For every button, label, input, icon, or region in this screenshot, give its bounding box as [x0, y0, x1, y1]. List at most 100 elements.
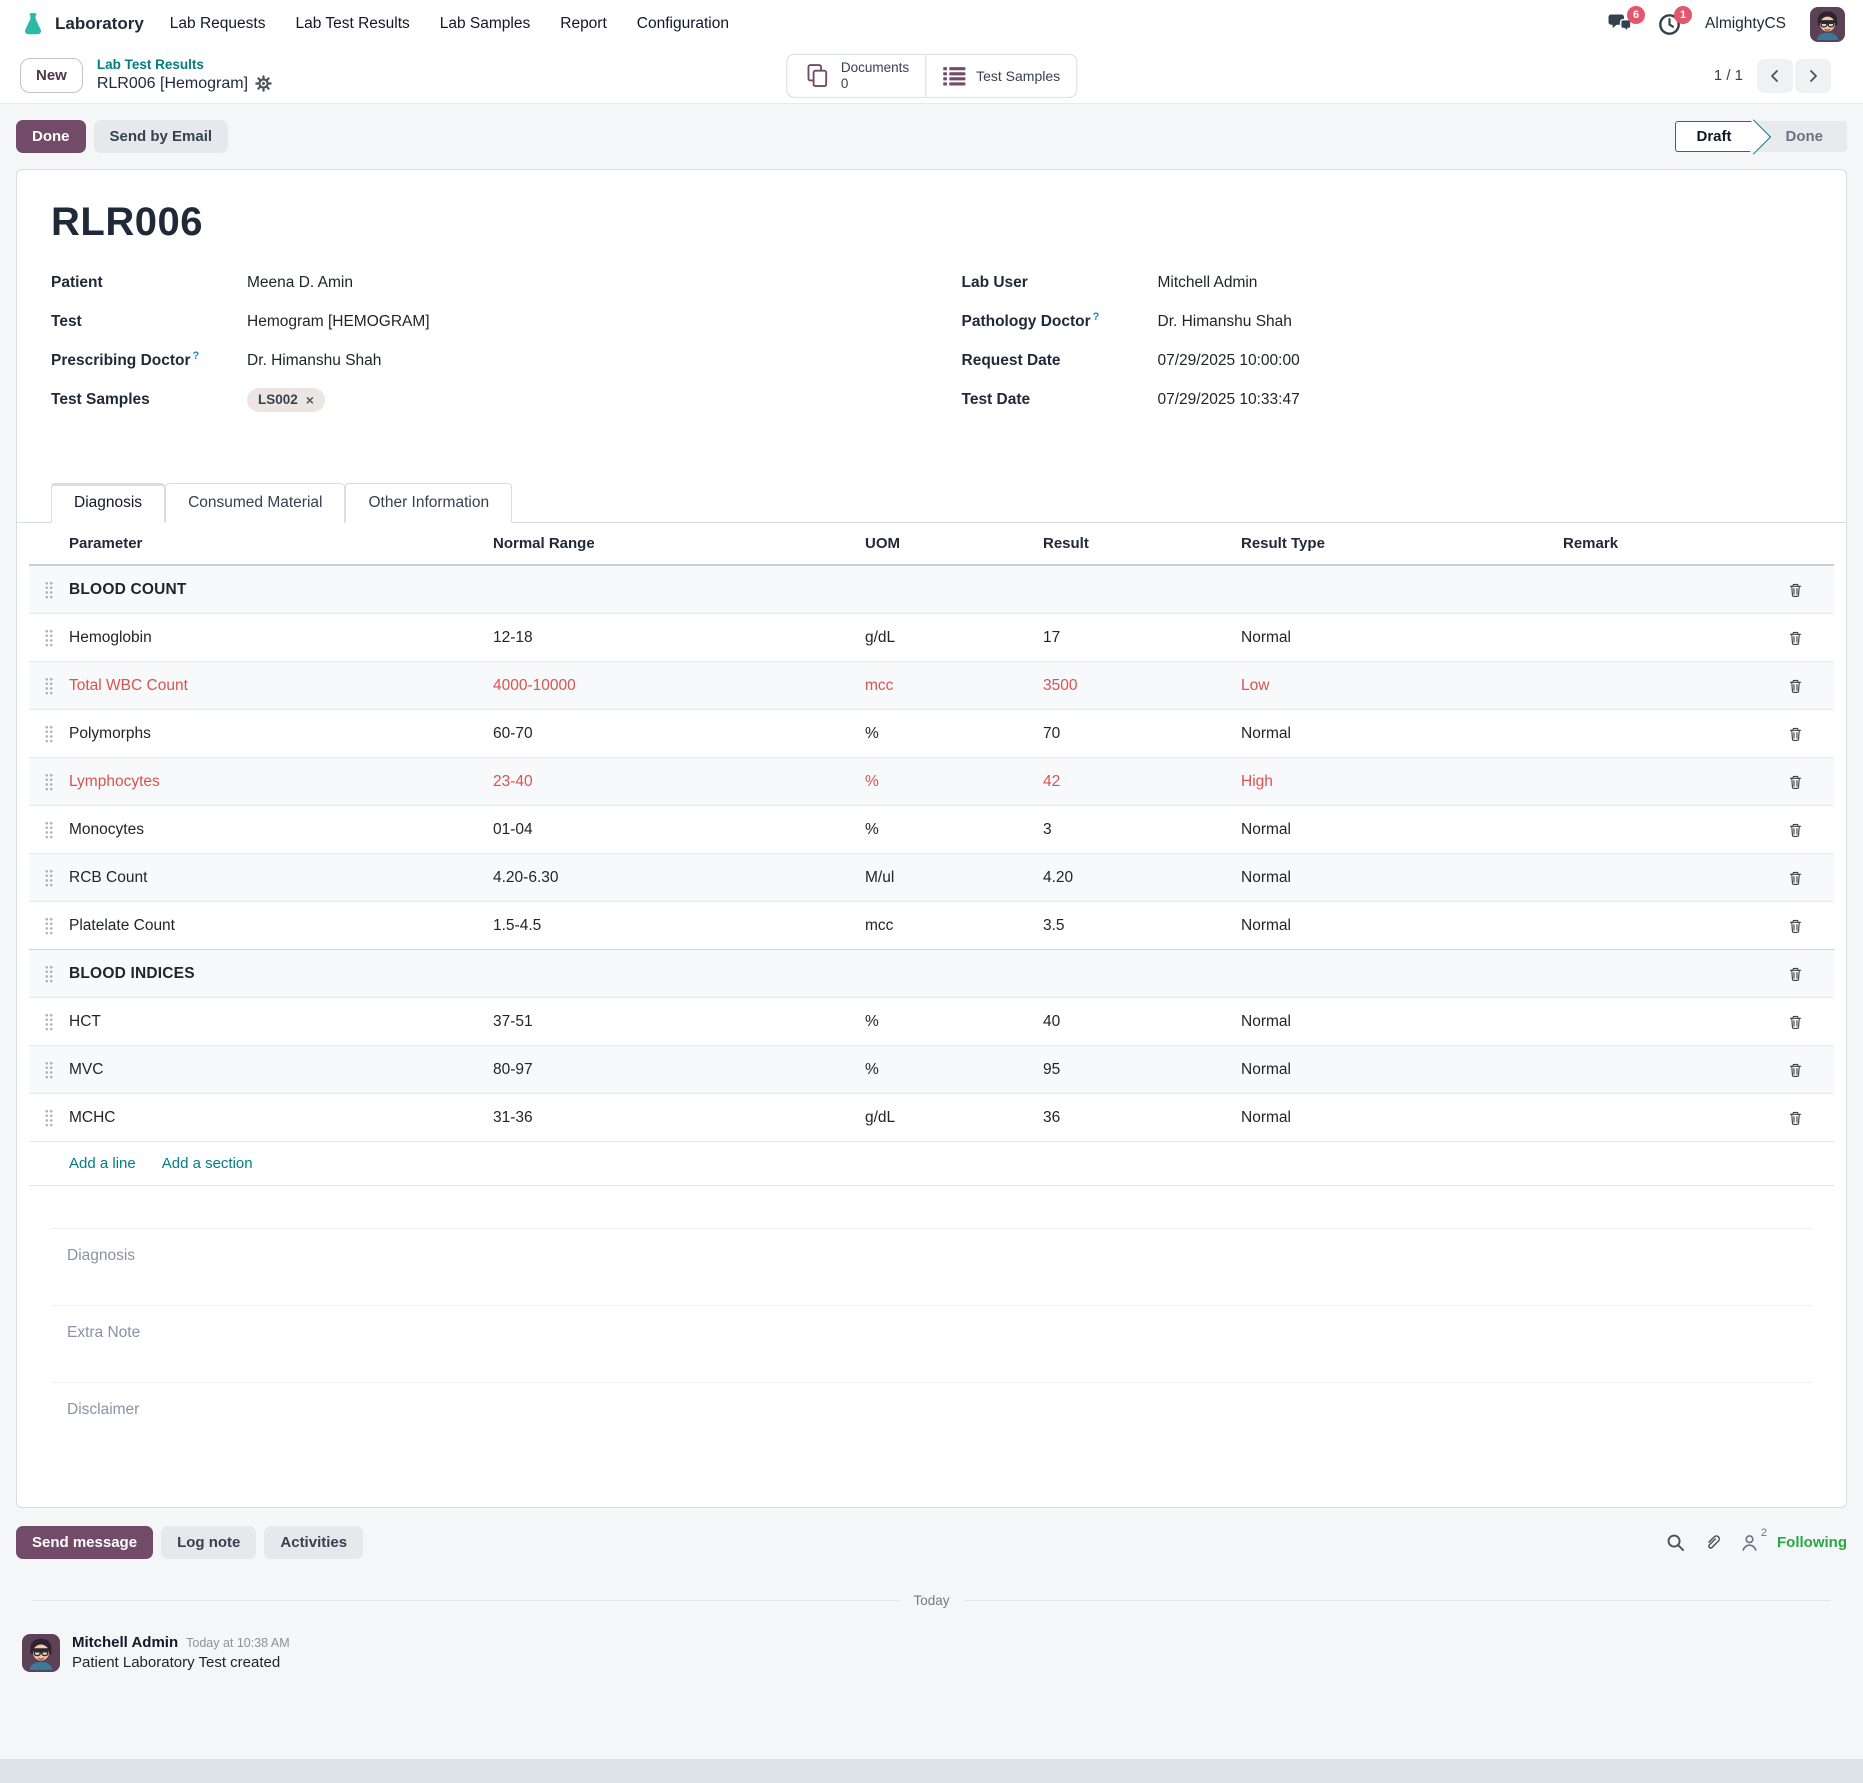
cell-parameter[interactable]: Lymphocytes — [69, 772, 160, 790]
breadcrumb-parent-link[interactable]: Lab Test Results — [96, 57, 204, 73]
user-name[interactable]: AlmightyCS — [1705, 15, 1786, 32]
cell-result[interactable]: 3500 — [1043, 676, 1078, 694]
tab[interactable]: Consumed Material — [165, 483, 346, 523]
delete-row-icon[interactable] — [1780, 678, 1834, 694]
drag-handle-icon[interactable] — [29, 917, 69, 935]
new-button[interactable]: New — [20, 58, 83, 93]
cell-normal-range[interactable]: 12-18 — [493, 628, 533, 646]
field-value[interactable]: Mitchell Admin — [1157, 273, 1258, 291]
followers-icon[interactable]: 2 — [1740, 1527, 1767, 1552]
cell-parameter[interactable]: RCB Count — [69, 868, 148, 886]
pager-next-button[interactable] — [1795, 58, 1831, 93]
cell-uom[interactable]: % — [865, 1012, 879, 1030]
tab[interactable]: Diagnosis — [51, 483, 166, 523]
extra-note-text-field[interactable]: Extra Note — [67, 1324, 141, 1341]
delete-row-icon[interactable] — [1780, 582, 1834, 598]
diagnosis-text-field[interactable]: Diagnosis — [67, 1247, 136, 1264]
delete-row-icon[interactable] — [1780, 630, 1834, 646]
cell-result-type[interactable]: Low — [1241, 676, 1270, 694]
table-row[interactable]: MCHC 31-36 g/dL 36 Normal — [29, 1093, 1834, 1141]
cell-normal-range[interactable]: 31-36 — [493, 1108, 533, 1126]
cell-result[interactable]: 3 — [1043, 820, 1052, 838]
drag-handle-icon[interactable] — [29, 965, 69, 983]
drag-handle-icon[interactable] — [29, 677, 69, 695]
delete-row-icon[interactable] — [1780, 918, 1834, 934]
done-button[interactable]: Done — [16, 120, 86, 153]
cell-result-type[interactable]: Normal — [1241, 628, 1291, 646]
drag-handle-icon[interactable] — [29, 821, 69, 839]
pager-previous-button[interactable] — [1757, 58, 1793, 93]
cell-normal-range[interactable]: 1.5-4.5 — [493, 916, 542, 934]
attachment-paperclip-icon[interactable] — [1703, 1533, 1722, 1552]
tab[interactable]: Other Information — [345, 483, 513, 523]
app-switcher[interactable]: Laboratory — [20, 11, 144, 37]
cell-result[interactable]: 40 — [1043, 1012, 1061, 1030]
cell-parameter[interactable]: HCT — [69, 1012, 101, 1030]
activities-button[interactable]: Activities — [264, 1526, 364, 1559]
cell-result-type[interactable]: Normal — [1241, 868, 1291, 886]
delete-row-icon[interactable] — [1780, 966, 1834, 982]
cell-result-type[interactable]: Normal — [1241, 820, 1291, 838]
cell-uom[interactable]: M/ul — [865, 868, 895, 886]
field-value[interactable]: Dr. Himanshu Shah — [247, 351, 382, 369]
cell-result-type[interactable]: High — [1241, 772, 1273, 790]
cell-result-type[interactable]: Normal — [1241, 916, 1291, 934]
drag-handle-icon[interactable] — [29, 1013, 69, 1031]
cell-parameter[interactable]: MCHC — [69, 1108, 116, 1126]
cell-normal-range[interactable]: 23-40 — [493, 772, 533, 790]
status-step-draft[interactable]: Draft — [1675, 121, 1754, 152]
cell-result-type[interactable]: Normal — [1241, 724, 1291, 742]
tag-remove-icon[interactable]: × — [305, 391, 314, 408]
cell-uom[interactable]: g/dL — [865, 1108, 896, 1126]
cell-parameter[interactable]: Platelate Count — [69, 916, 175, 934]
cell-uom[interactable]: % — [865, 1060, 879, 1078]
delete-row-icon[interactable] — [1780, 1062, 1834, 1078]
cell-uom[interactable]: % — [865, 772, 879, 790]
table-row[interactable]: RCB Count 4.20-6.30 M/ul 4.20 Normal — [29, 853, 1834, 901]
delete-row-icon[interactable] — [1780, 774, 1834, 790]
cell-normal-range[interactable]: 4.20-6.30 — [493, 868, 559, 886]
cell-result-type[interactable]: Normal — [1241, 1012, 1291, 1030]
documents-button[interactable]: Documents 0 — [787, 54, 925, 96]
send-message-button[interactable]: Send message — [16, 1526, 154, 1559]
search-messages-icon[interactable] — [1666, 1533, 1685, 1552]
cell-parameter[interactable]: Monocytes — [69, 820, 144, 838]
cell-parameter[interactable]: MVC — [69, 1060, 104, 1078]
table-row[interactable]: Total WBC Count 4000-10000 mcc 3500 Low — [29, 661, 1834, 709]
drag-handle-icon[interactable] — [29, 629, 69, 647]
cell-normal-range[interactable]: 60-70 — [493, 724, 533, 742]
gear-icon[interactable] — [255, 75, 272, 93]
test-sample-tag[interactable]: LS002 × — [247, 387, 325, 412]
table-row[interactable]: Hemoglobin 12-18 g/dL 17 Normal — [29, 613, 1834, 661]
cell-parameter[interactable]: BLOOD INDICES — [69, 964, 195, 982]
delete-row-icon[interactable] — [1780, 1014, 1834, 1030]
delete-row-icon[interactable] — [1780, 870, 1834, 886]
drag-handle-icon[interactable] — [29, 581, 69, 599]
menu-item[interactable]: Lab Samples — [439, 15, 531, 32]
cell-parameter[interactable]: Polymorphs — [69, 724, 151, 742]
table-row[interactable]: HCT 37-51 % 40 Normal — [29, 997, 1834, 1045]
user-avatar[interactable] — [1810, 6, 1845, 42]
drag-handle-icon[interactable] — [29, 869, 69, 887]
cell-parameter[interactable]: Hemoglobin — [69, 628, 152, 646]
cell-normal-range[interactable]: 01-04 — [493, 820, 533, 838]
menu-item[interactable]: Configuration — [636, 15, 729, 32]
field-value[interactable]: Dr. Himanshu Shah — [1157, 312, 1292, 330]
cell-parameter[interactable]: Total WBC Count — [69, 676, 188, 694]
cell-uom[interactable]: % — [865, 820, 879, 838]
cell-normal-range[interactable]: 4000-10000 — [493, 676, 576, 694]
menu-item[interactable]: Lab Test Results — [295, 15, 410, 32]
drag-handle-icon[interactable] — [29, 725, 69, 743]
add-a-line-link[interactable]: Add a line — [69, 1155, 136, 1172]
messages-icon[interactable]: 6 — [1608, 6, 1646, 35]
cell-normal-range[interactable]: 80-97 — [493, 1060, 533, 1078]
drag-handle-icon[interactable] — [29, 773, 69, 791]
table-row[interactable]: Platelate Count 1.5-4.5 mcc 3.5 Normal — [29, 901, 1834, 949]
cell-parameter[interactable]: BLOOD COUNT — [69, 580, 187, 598]
table-row[interactable]: BLOOD INDICES — [29, 949, 1834, 997]
field-value[interactable]: Hemogram [HEMOGRAM] — [247, 312, 430, 330]
cell-result[interactable]: 3.5 — [1043, 916, 1065, 934]
table-row[interactable]: Lymphocytes 23-40 % 42 High — [29, 757, 1834, 805]
activities-clock-icon[interactable]: 1 — [1658, 5, 1693, 36]
field-value[interactable]: Meena D. Amin — [247, 273, 353, 291]
